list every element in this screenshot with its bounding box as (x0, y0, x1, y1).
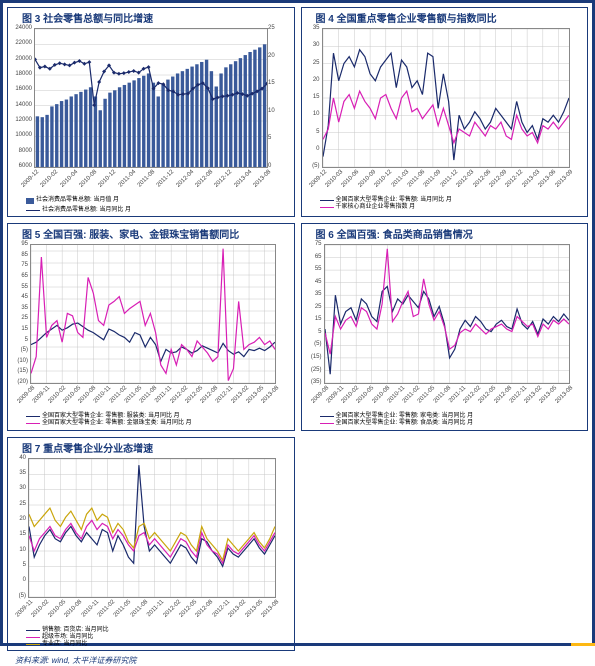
legend: 全国百家大型零售企业: 零售额: 当月同比 月千家核心商业企业零售指数 月 (302, 196, 588, 214)
legend: 销售额: 百货店: 当月同比超级市场: 当月同比专业店: 当月同比 (8, 626, 294, 651)
chart-3: 图 3 社会零售总额与同比增速6000800010000120001400016… (7, 7, 295, 217)
chart-title: 图 5 全国百强: 服装、家电、金银珠宝销售额同比 (8, 224, 294, 242)
chart-title: 图 7 重点零售企业分业态增速 (8, 438, 294, 456)
legend: 社会消费品零售总额: 当月值 月社会消费品零售总额: 当月同比 月 (8, 196, 294, 216)
source-note: 资料来源: wind, 太平洋证券研究院 (7, 651, 588, 666)
chart-title: 图 3 社会零售总额与同比增速 (8, 8, 294, 26)
chart-7: 图 7 重点零售企业分业态增速(5)05101520253035402009-1… (7, 437, 295, 652)
plot-area: (35)(25)(15)(5)5152535455565752009-08200… (302, 242, 588, 412)
legend: 全国百家大型零售企业: 零售额: 服装类: 当月同比 月全国百家大型零售企业: … (8, 412, 294, 430)
legend: 全国百家大型零售企业: 零售额: 家电类: 当月同比 月全国百家大型零售企业: … (302, 412, 588, 430)
plot-area: (20)(15)(10)(5)51525354555657585952009-0… (8, 242, 294, 412)
chart-5: 图 5 全国百强: 服装、家电、金银珠宝销售额同比(20)(15)(10)(5)… (7, 223, 295, 431)
chart-4: 图 4 全国重点零售企业零售额与指数同比(5)05101520253035200… (301, 7, 589, 217)
plot-area: 6000800010000120001400016000180002000022… (8, 26, 294, 196)
report-page: 图 3 社会零售总额与同比增速6000800010000120001400016… (0, 0, 595, 646)
chart-6: 图 6 全国百强: 食品类商品销售情况(35)(25)(15)(5)515253… (301, 223, 589, 431)
chart-title: 图 6 全国百强: 食品类商品销售情况 (302, 224, 588, 242)
chart-title: 图 4 全国重点零售企业零售额与指数同比 (302, 8, 588, 26)
plot-area: (5)051015202530352009-122010-032010-0620… (302, 26, 588, 196)
plot-area: (5)05101520253035402009-112010-022010-05… (8, 456, 294, 626)
